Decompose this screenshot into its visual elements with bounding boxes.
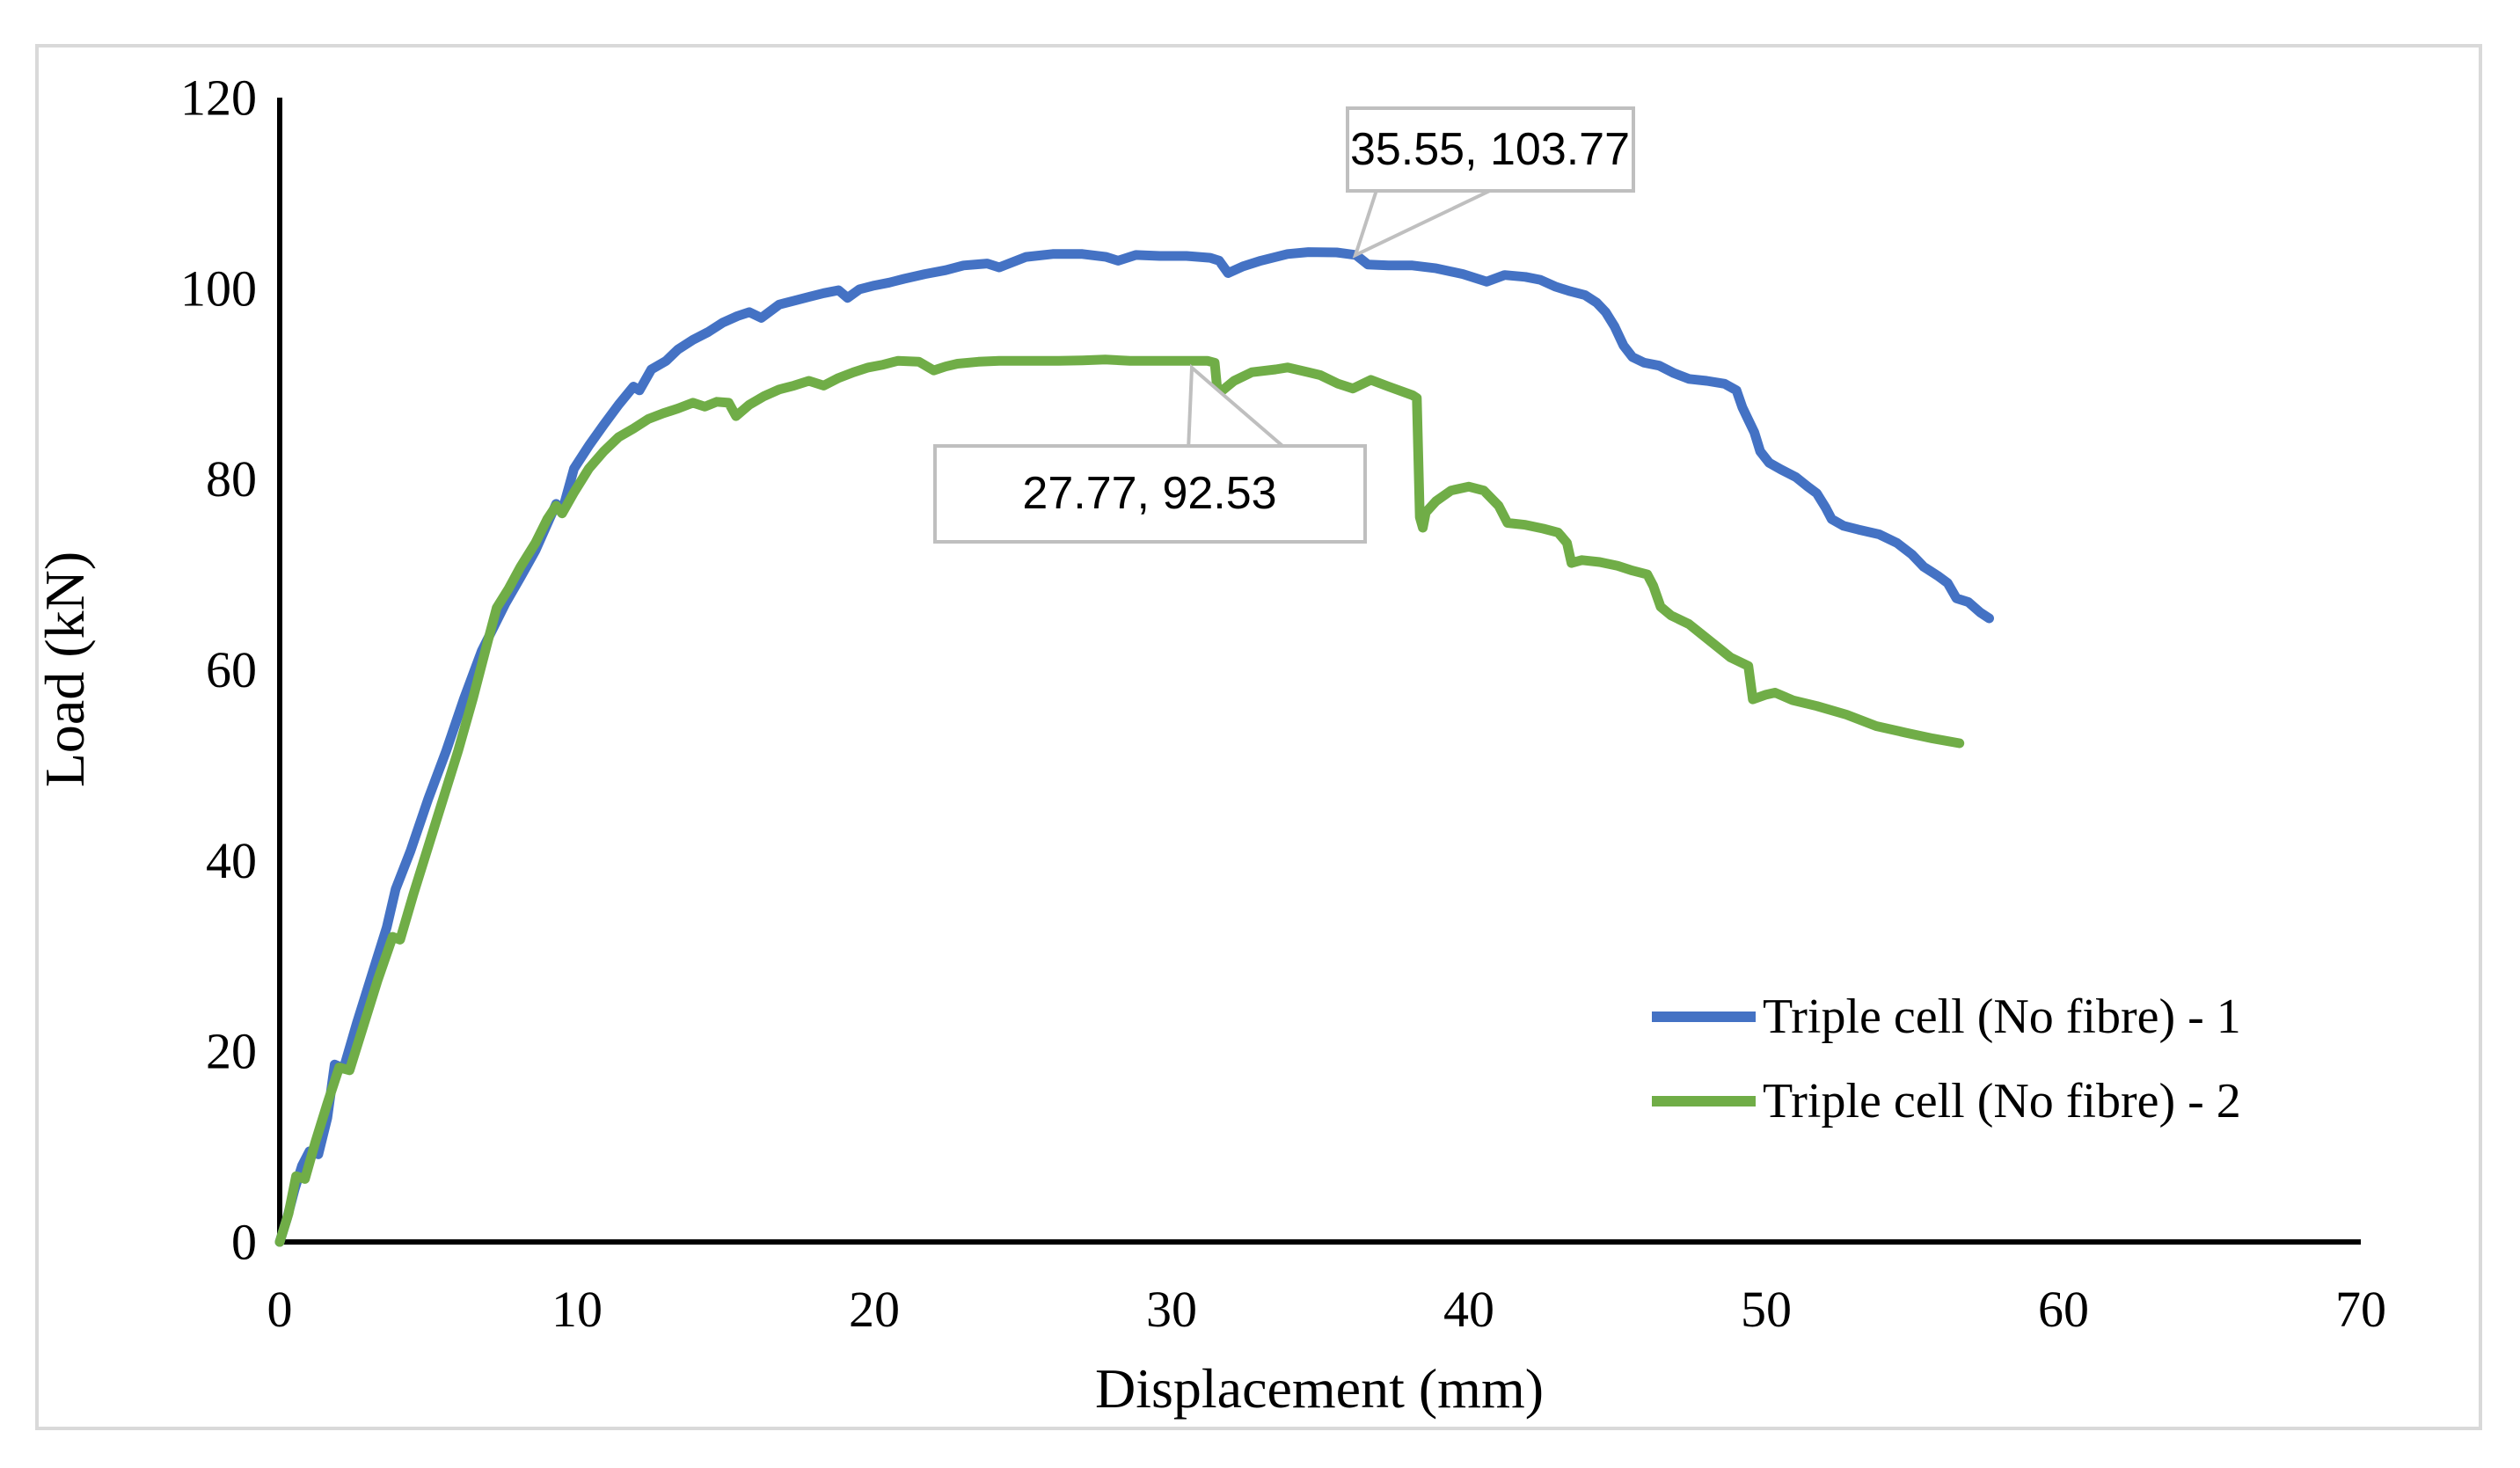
x-tick-label-40: 40: [1443, 1281, 1494, 1338]
x-tick-label-0: 0: [267, 1281, 293, 1338]
callout-leader-icon: [1352, 186, 1498, 259]
y-tick-label-60: 60: [206, 641, 257, 698]
callout-text-blue-peak: 35.55, 103.77: [1350, 124, 1630, 175]
y-tick-label-120: 120: [180, 69, 257, 127]
y-tick-label-20: 20: [206, 1023, 257, 1080]
y-tick-label-0: 0: [231, 1214, 257, 1271]
legend-label-series-2: Triple cell (No fibre) - 2: [1763, 1074, 2241, 1128]
x-axis-ticks: 0 10 20 30 40 50 60 70: [267, 1281, 2387, 1338]
callout-text-green-peak: 27.77, 92.53: [1022, 468, 1276, 519]
y-axis-title: Load (kN): [33, 551, 96, 787]
x-tick-label-10: 10: [551, 1281, 603, 1338]
y-tick-label-100: 100: [180, 259, 257, 317]
series-line-1: [274, 247, 1994, 1247]
x-axis-title: Displacement (mm): [1095, 1357, 1544, 1420]
annotation-callout-blue-peak: 35.55, 103.77: [1346, 106, 1635, 259]
callout-box: [1346, 106, 1635, 193]
x-tick-label-30: 30: [1146, 1281, 1197, 1338]
x-tick-label-60: 60: [2038, 1281, 2089, 1338]
legend: Triple cell (No fibre) - 1 Triple cell (…: [1652, 990, 2241, 1128]
data-series: [274, 247, 1994, 1247]
x-tick-label-70: 70: [2335, 1281, 2386, 1338]
x-tick-label-50: 50: [1741, 1281, 1792, 1338]
annotation-callout-green-peak: 27.77, 92.53: [933, 363, 1367, 544]
y-tick-label-40: 40: [206, 832, 257, 889]
chart-frame: [35, 44, 2482, 1430]
y-tick-label-80: 80: [206, 450, 257, 508]
legend-label-series-1: Triple cell (No fibre) - 1: [1763, 990, 2241, 1044]
y-axis-ticks: 0 20 40 60 80 100 120: [180, 69, 257, 1271]
callout-box: [933, 444, 1367, 544]
series-line-2: [274, 354, 1965, 1247]
x-tick-label-20: 20: [849, 1281, 900, 1338]
